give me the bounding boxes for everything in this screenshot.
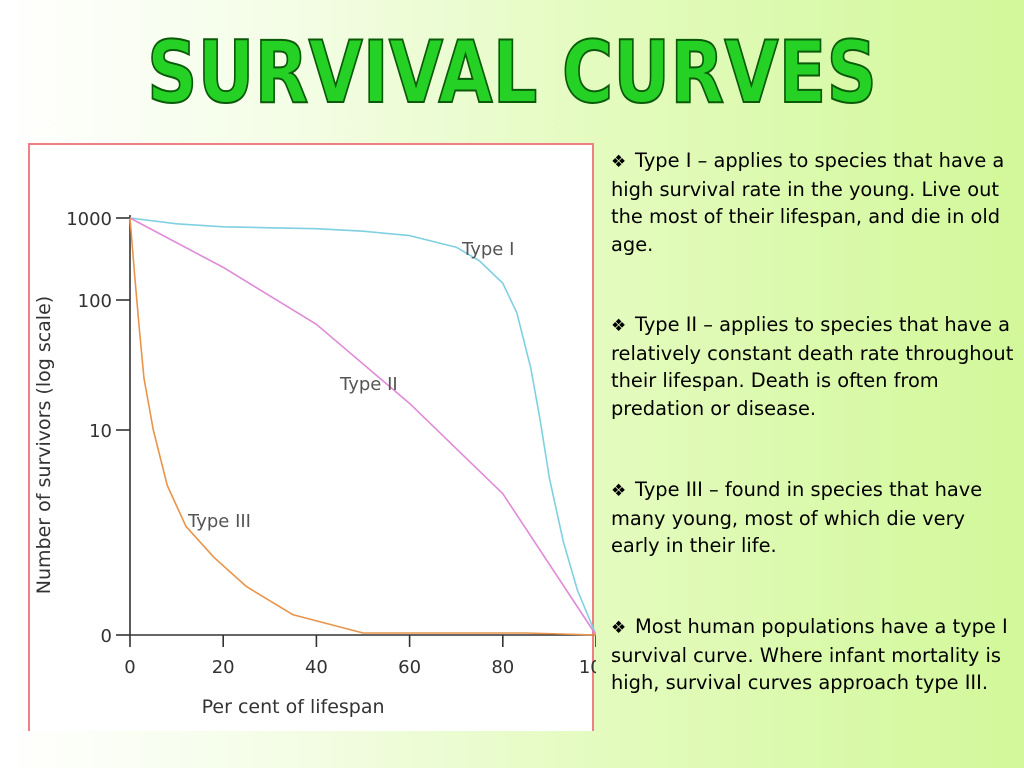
slide-title-text: SURVIVAL CURVES [147, 23, 877, 118]
y-tick-label: 100 [78, 291, 112, 312]
x-tick-label: 40 [305, 657, 328, 678]
bullet-item-type-3: ❖ Type III – found in species that have m… [611, 476, 1016, 560]
series-line-type-i [129, 217, 596, 636]
series-line-type-iii [129, 217, 596, 636]
y-tick-label: 10 [89, 421, 112, 442]
bullet-text: Type I – applies to species that have a … [611, 149, 1005, 256]
survival-chart-panel: 0 10 100 1000 0 20 40 60 80 100 Per cent of lifesp… [28, 143, 596, 731]
series-label-type-iii: Type III [187, 511, 251, 532]
y-tick-label: 1000 [66, 209, 112, 230]
diamond-bullet-icon: ❖ [611, 316, 627, 336]
x-tick-label: 100 [579, 657, 596, 678]
x-axis-title: Per cent of lifespan [202, 696, 385, 718]
bullet-item-humans: ❖ Most human populations have a type I su… [611, 613, 1016, 697]
x-tick-label: 80 [491, 657, 514, 678]
series-label-type-i: Type I [461, 239, 514, 260]
bullet-item-type-1: ❖ Type I – applies to species that have a… [611, 147, 1016, 258]
x-tick-label: 60 [398, 657, 421, 678]
bullet-text: Type II – applies to species that have a… [611, 313, 1014, 420]
bullet-text: Most human populations have a type I sur… [611, 615, 1008, 695]
x-tick-label: 20 [212, 657, 235, 678]
diamond-bullet-icon: ❖ [611, 481, 627, 501]
survival-chart: 0 10 100 1000 0 20 40 60 80 100 Per cent of lifesp… [33, 209, 596, 718]
bullet-item-type-2: ❖ Type II – applies to species that have … [611, 311, 1016, 422]
slide-title: SURVIVAL CURVES [0, 18, 1024, 118]
y-axis-title: Number of survivors (log scale) [33, 296, 55, 594]
bullet-text: Type III – found in species that have ma… [611, 478, 983, 558]
x-tick-label: 0 [124, 657, 135, 678]
series-label-type-ii: Type II [339, 374, 398, 395]
diamond-bullet-icon: ❖ [611, 152, 627, 172]
y-tick-label: 0 [101, 626, 112, 647]
series-line-type-ii [129, 217, 596, 636]
diamond-bullet-icon: ❖ [611, 618, 627, 638]
